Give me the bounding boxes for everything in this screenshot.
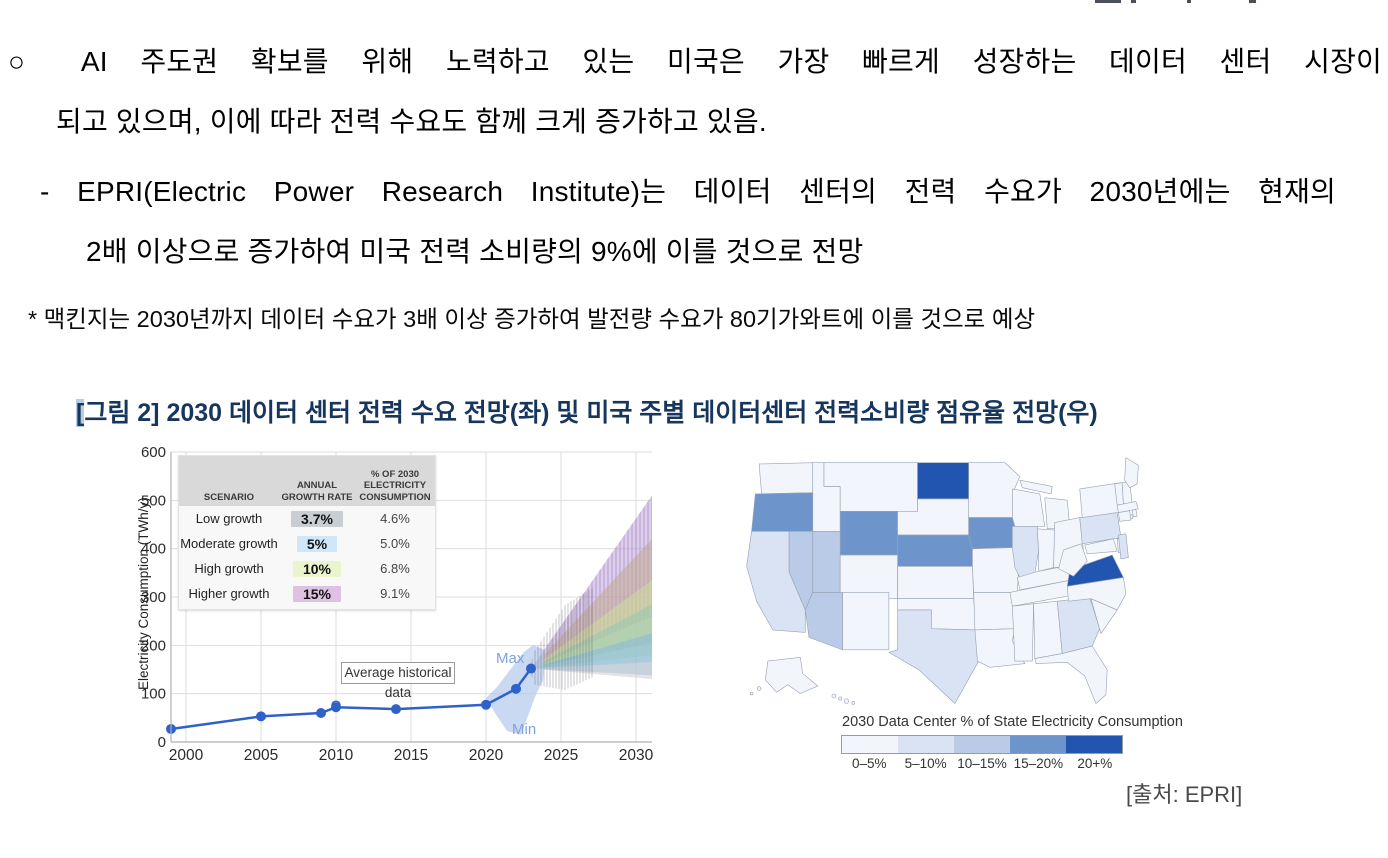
- svg-text:2020: 2020: [469, 747, 504, 764]
- map-legend-title: 2030 Data Center % of State Electricity …: [842, 714, 1183, 730]
- consumption-pct-value: 4.6%: [380, 511, 410, 526]
- growth-rate-value: 15%: [279, 585, 355, 602]
- scenario-name: High growth: [194, 561, 264, 576]
- projection-bands: [531, 495, 652, 680]
- svg-text:300: 300: [141, 589, 166, 606]
- scenario-table-row: Higher growth 15% 9.1%: [179, 581, 435, 606]
- legend-bin-label: 10–15%: [957, 756, 1007, 771]
- svg-text:2000: 2000: [169, 747, 204, 764]
- svg-text:2030: 2030: [619, 747, 654, 764]
- caption-text: 그림 2] 2030 데이터 센터 전력 수요 전망(좌) 및 미국 주별 데이…: [84, 399, 1098, 427]
- scenario-name: Moderate growth: [180, 536, 278, 551]
- legend-swatch: [1066, 736, 1122, 753]
- scenario-name: Low growth: [195, 511, 263, 526]
- y-axis-title: Electricity Consumption (TWh/y): [136, 497, 151, 690]
- legend-bin-label: 5–10%: [904, 756, 947, 771]
- scenario-table-row: Moderate growth 5% 5.0%: [179, 531, 435, 556]
- source-credit: [출처: EPRI]: [1126, 782, 1243, 807]
- header-scenario: SCENARIO: [203, 491, 255, 503]
- legend-bin-label: 15–20%: [1013, 756, 1064, 771]
- svg-text:500: 500: [141, 492, 166, 509]
- legend-bin-label: 20+%: [1077, 756, 1113, 771]
- chart-axes: 2000 2005 2010 2015 2020 2025 2030 0 100 200 300 40…: [141, 444, 654, 764]
- scenario-table-body: Low growth 3.7% 4.6% Moderate growth 5% 5…: [179, 506, 435, 606]
- growth-rate-value: 10%: [279, 560, 355, 577]
- state-shapes: [746, 457, 1139, 705]
- us-choropleth-map: [746, 457, 1139, 705]
- consumption-pct-value: 6.8%: [380, 561, 410, 576]
- svg-text:2015: 2015: [394, 747, 428, 764]
- svg-text:2025: 2025: [544, 747, 578, 764]
- scenario-name: Higher growth: [188, 586, 270, 601]
- consumption-pct-value: 5.0%: [380, 536, 410, 551]
- footnote: * 맥킨지는 2030년까지 데이터 수요가 3배 이상 증가하여 발전량 수요…: [28, 306, 1036, 332]
- average-historical-data-label: Average historical data: [341, 662, 455, 700]
- svg-text:100: 100: [141, 686, 166, 703]
- figure-caption: [그림 2] 2030 데이터 센터 전력 수요 전망(좌) 및 미국 주별 데…: [76, 393, 1098, 429]
- legend-swatch: [954, 736, 1010, 753]
- map-legend-labels: 0–5% 5–10% 10–15% 15–20% 20+%: [841, 756, 1123, 771]
- header-growth-rate: ANNUAL GROWTH RATE: [281, 480, 353, 503]
- historical-line: [166, 663, 536, 734]
- scenario-table-row: High growth 10% 6.8%: [179, 556, 435, 581]
- legend-swatch: [842, 736, 898, 753]
- scenario-table: SCENARIO ANNUAL GROWTH RATE % OF 2030 EL…: [178, 455, 436, 610]
- legend-swatch: [1010, 736, 1066, 753]
- paragraph-2-line-1: - EPRI(Electric Power Research Institute…: [40, 176, 1336, 207]
- growth-rate-value: 5%: [279, 535, 355, 552]
- min-label: Min: [512, 721, 537, 738]
- svg-text:400: 400: [141, 541, 166, 558]
- svg-text:2005: 2005: [244, 747, 278, 764]
- svg-text:200: 200: [141, 637, 166, 654]
- consumption-pct-value: 9.1%: [380, 586, 410, 601]
- header-pct-2030: % OF 2030 ELECTRICITY CONSUMPTION: [359, 468, 431, 503]
- svg-text:2010: 2010: [319, 747, 354, 764]
- paragraph-1-line-2: 되고 있으며, 이에 따라 전력 수요도 함께 크게 증가하고 있음.: [56, 106, 767, 137]
- growth-rate-value: 3.7%: [279, 510, 355, 527]
- svg-text:600: 600: [141, 445, 166, 461]
- band-overlap-hatch: [529, 588, 593, 690]
- scenario-table-header: SCENARIO ANNUAL GROWTH RATE % OF 2030 EL…: [179, 456, 435, 506]
- legend-bin-label: 0–5%: [851, 756, 887, 771]
- max-label: Max: [496, 650, 525, 667]
- caption-highlight: [: [76, 399, 85, 427]
- paragraph-1-line-1: ○ AI 주도권 확보를 위해 노력하고 있는 미국은 가장 빠르게 성장하는 …: [8, 46, 1382, 77]
- scenario-table-row: Low growth 3.7% 4.6%: [179, 506, 435, 531]
- legend-swatch: [898, 736, 954, 753]
- svg-text:0: 0: [158, 734, 166, 751]
- map-legend-colorbar: [841, 735, 1123, 754]
- paragraph-2-line-2: 2배 이상으로 증가하여 미국 전력 소비량의 9%에 이를 것으로 전망: [86, 236, 864, 267]
